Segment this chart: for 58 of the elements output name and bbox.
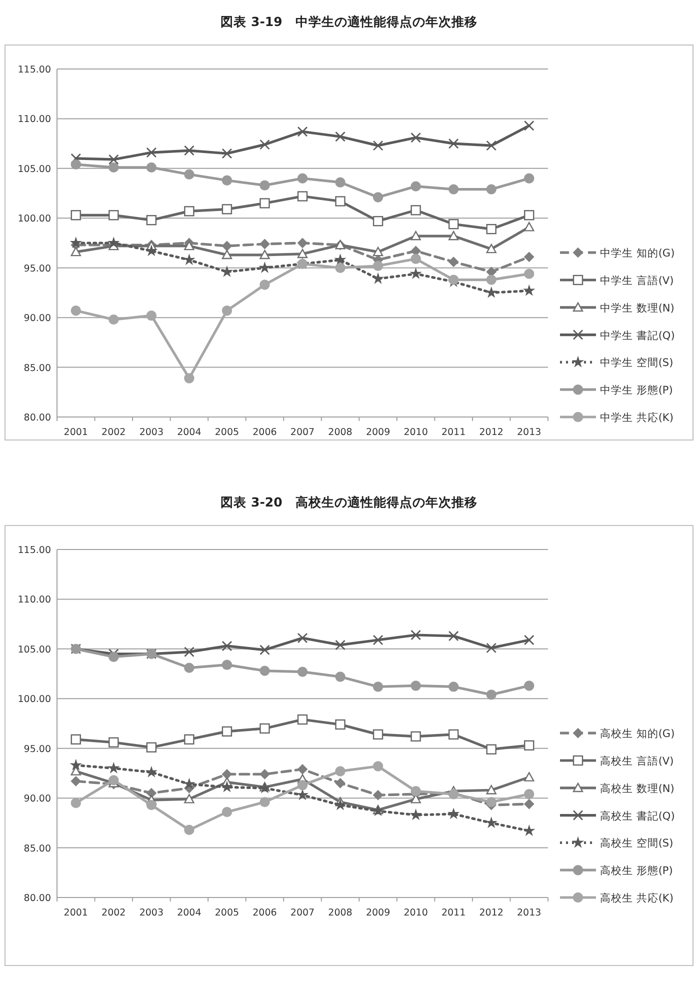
x-tick-label: 2009 [366,908,390,918]
y-tick-label: 110.00 [18,114,51,126]
x-tick-label: 2005 [214,427,240,438]
x-tick-label: 2012 [479,427,504,438]
chart-title: 図表 3-19 中学生の適性能得点の年次推移 [220,14,478,29]
x-tick-label: 2004 [177,908,202,918]
x-tick-label: 2009 [366,427,390,438]
x-tick-label: 2006 [252,427,277,438]
x-tick-label: 2008 [328,427,352,438]
legend-label: 高校生 書記(Q) [600,809,675,822]
y-tick-label: 80.00 [24,412,51,424]
chart-title: 図表 3-20 高校生の適性能得点の年次推移 [220,494,478,510]
legend-label: 高校生 形態(P) [600,864,673,878]
y-tick-label: 90.00 [24,794,51,805]
x-tick-label: 2007 [290,908,315,918]
y-tick-label: 90.00 [24,313,51,324]
y-tick-label: 100.00 [18,214,51,225]
x-tick-label: 2006 [252,908,277,918]
x-tick-label: 2002 [102,908,126,918]
x-tick-label: 2004 [177,427,202,438]
x-tick-label: 2013 [517,427,542,438]
x-tick-label: 2013 [517,908,542,918]
x-tick-label: 2002 [102,427,126,438]
y-tick-label: 115.00 [18,64,51,76]
y-tick-label: 80.00 [24,893,51,904]
x-tick-label: 2005 [214,908,240,918]
legend-label: 高校生 共応(K) [600,892,674,904]
y-tick-label: 85.00 [24,362,51,374]
legend-label: 中学生 知的(G) [600,246,675,260]
y-tick-label: 105.00 [18,164,51,175]
x-tick-label: 2001 [64,908,88,918]
x-tick-label: 2007 [290,427,315,438]
y-tick-label: 100.00 [18,694,51,706]
legend-label: 高校生 空間(S) [600,836,674,850]
y-tick-label: 115.00 [18,545,51,556]
legend-label: 高校生 言語(V) [600,754,674,768]
x-tick-label: 2008 [328,908,352,918]
y-tick-label: 95.00 [24,263,51,274]
y-tick-label: 95.00 [24,744,51,755]
x-tick-label: 2003 [139,908,164,918]
legend-label: 中学生 共応(K) [600,411,674,424]
legend-label: 中学生 形態(P) [600,384,673,397]
legend-label: 高校生 知的(G) [600,727,675,740]
legend-label: 中学生 書記(Q) [600,328,675,342]
x-tick-label: 2010 [404,427,428,438]
y-tick-label: 85.00 [24,843,51,854]
legend-label: 高校生 数理(N) [600,782,674,795]
x-tick-label: 2001 [64,427,88,438]
x-tick-label: 2011 [441,427,466,438]
x-tick-label: 2012 [479,908,504,918]
x-tick-label: 2010 [404,908,428,918]
y-tick-label: 105.00 [18,644,51,656]
legend-label: 中学生 数理(N) [600,301,674,314]
x-tick-label: 2011 [441,908,466,918]
legend-label: 中学生 空間(S) [600,356,674,370]
x-tick-label: 2003 [139,427,164,438]
legend-label: 中学生 言語(V) [600,274,674,287]
y-tick-label: 110.00 [18,594,51,606]
